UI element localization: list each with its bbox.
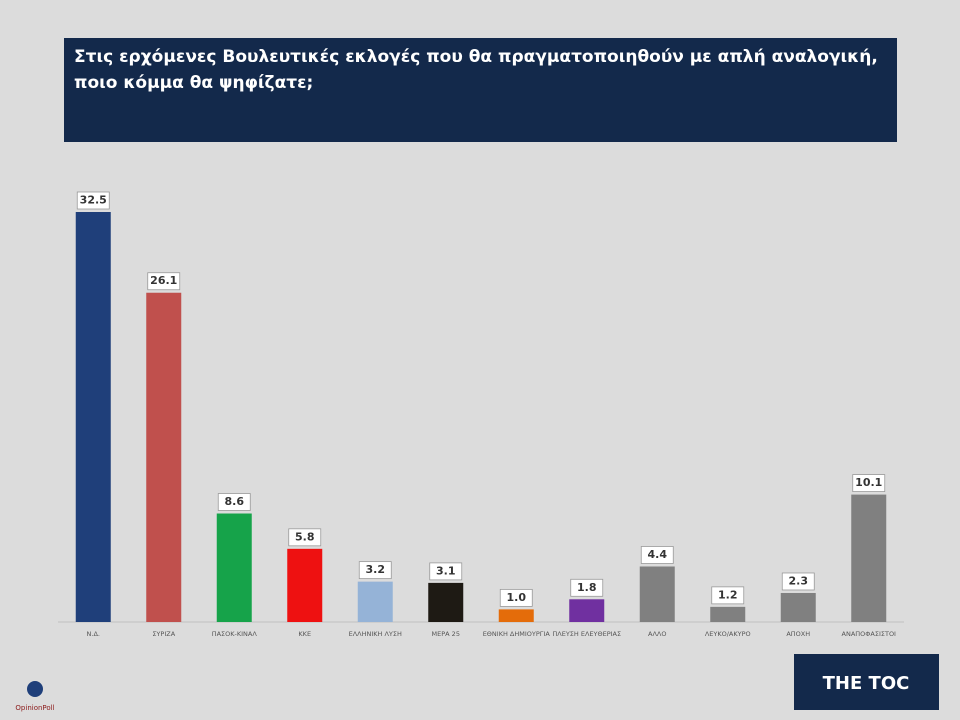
- value-label-box: [852, 474, 886, 492]
- value-label: 26.1: [150, 274, 177, 287]
- bar: [851, 494, 887, 622]
- value-label: 32.5: [80, 194, 107, 207]
- value-label-box: [781, 572, 815, 591]
- bar: [146, 292, 182, 622]
- x-tick-label: ΠΑΣΟΚ-ΚΙΝΑΛ: [212, 630, 258, 638]
- x-tick-label: ΚΚΕ: [298, 630, 311, 638]
- bar: [75, 212, 111, 622]
- source-logo: [27, 681, 43, 697]
- value-label-box: [288, 528, 322, 547]
- value-label-box: [640, 546, 674, 564]
- title-box: Στις ερχόμενες Βουλευτικές εκλογές που θ…: [64, 38, 897, 142]
- x-tick-label: ΕΛΛΗΝΙΚΗ ΛΥΣΗ: [349, 630, 402, 638]
- bar: [780, 592, 816, 622]
- x-tick-label: ΕΘΝΙΚΗ ΔΗΜΙΟΥΡΓΙΑ: [483, 630, 551, 638]
- value-label: 8.6: [225, 495, 245, 508]
- value-label: 10.1: [855, 476, 882, 489]
- x-tick-label: ΠΛΕΥΣΗ ΕΛΕΥΘΕΡΙΑΣ: [552, 630, 621, 638]
- x-tick-label: ΜΕΡΑ 25: [432, 630, 460, 638]
- bar: [357, 581, 393, 622]
- x-tick-label: Ν.Δ.: [87, 630, 100, 638]
- bar: [569, 599, 605, 622]
- bar: [216, 513, 252, 622]
- value-label-box: [217, 493, 251, 511]
- source: OpinionPoll: [15, 704, 54, 712]
- value-label-box: [147, 272, 181, 291]
- x-tick-label: ΛΕΥΚΟ/ΑΚΥΡΟ: [705, 630, 751, 638]
- value-label: 5.8: [295, 530, 315, 543]
- x-tick-label: ΑΠΟΧΗ: [786, 630, 810, 638]
- value-label-box: [429, 562, 463, 581]
- x-tick-label: ΣΥΡΙΖΑ: [152, 630, 175, 638]
- value-label-box: [711, 586, 745, 605]
- value-label: 2.3: [789, 574, 809, 587]
- value-label: 4.4: [648, 548, 668, 561]
- bar: [428, 582, 464, 622]
- value-label-box: [499, 588, 533, 607]
- bar: [710, 606, 746, 622]
- value-label: 1.2: [718, 588, 738, 601]
- value-label: 1.0: [507, 591, 527, 604]
- value-label: 3.1: [436, 564, 456, 577]
- value-label-box: [570, 578, 604, 597]
- bar: [639, 566, 675, 622]
- value-label-box: [358, 561, 392, 580]
- value-label: 3.2: [366, 563, 386, 576]
- brand-box: [794, 654, 939, 710]
- x-tick-label: ΑΝΑΠΟΦΑΣΙΣΤΟΙ: [842, 630, 897, 638]
- bar: [287, 548, 323, 622]
- x-tick-label: ΑΛΛΟ: [648, 630, 666, 638]
- value-label: 1.8: [577, 581, 597, 594]
- brand: THE TOC: [823, 673, 910, 694]
- chart-title: Στις ερχόμενες Βουλευτικές εκλογές που θ…: [74, 47, 878, 93]
- bar: [498, 609, 534, 622]
- value-label-box: [76, 191, 110, 210]
